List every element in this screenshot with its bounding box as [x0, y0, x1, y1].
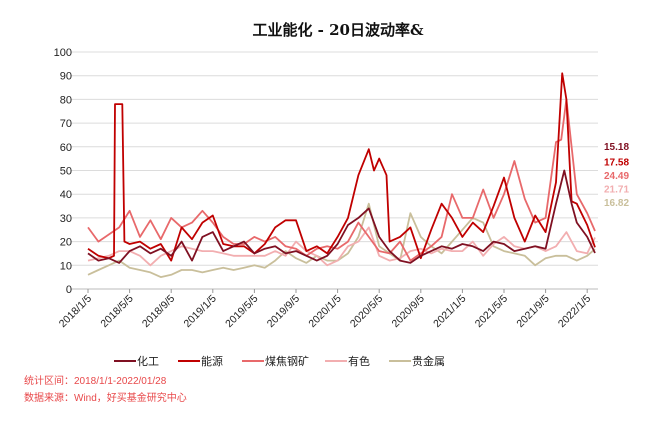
- x-tick-label: 2021/9/5: [514, 293, 551, 330]
- y-tick-label: 50: [60, 166, 72, 178]
- series-line-能源: [87, 72, 596, 262]
- x-tick-label: 2020/9/5: [390, 293, 427, 330]
- x-tick-label: 2019/5/5: [223, 293, 260, 330]
- x-tick-label: 2021/5/5: [473, 293, 510, 330]
- source-note: 数据来源：Wind，好买基金研究中心: [24, 391, 187, 404]
- y-tick-label: 100: [54, 47, 72, 59]
- series-line-贵金属: [87, 202, 596, 279]
- last-value-labels: 15.18 17.58 24.49 21.71 16.82: [604, 142, 629, 209]
- last-value-label: 15.18: [604, 142, 629, 153]
- y-tick-label: 70: [60, 118, 72, 130]
- series-lines: [87, 72, 596, 279]
- y-tick-label: 40: [60, 189, 72, 201]
- last-value-label: 21.71: [604, 185, 629, 196]
- last-value-label: 16.82: [604, 198, 629, 209]
- legend-label: 贵金属: [412, 354, 445, 368]
- y-tick-label: 80: [60, 94, 72, 106]
- period-note: 统计区间：2018/1/1-2022/01/28: [24, 374, 167, 387]
- x-tick-label: 2022/1/5: [556, 293, 593, 330]
- legend: 化工 能源 煤焦钢矿 有色 贵金属: [114, 354, 445, 368]
- x-tick-label: 2020/5/5: [348, 293, 385, 330]
- y-tick-label: 30: [60, 213, 72, 225]
- x-tick-label: 2019/1/5: [182, 293, 219, 330]
- series-line-有色: [87, 226, 596, 267]
- legend-label: 化工: [137, 354, 159, 368]
- y-tick-label: 60: [60, 142, 72, 154]
- last-value-label: 17.58: [604, 158, 629, 169]
- series-line-化工: [87, 169, 596, 264]
- x-tick-label: 2018/5/5: [98, 293, 135, 330]
- legend-label: 煤焦钢矿: [265, 355, 309, 368]
- y-tick-label: 90: [60, 71, 72, 83]
- x-axis: 2018/1/5 2018/5/5 2018/9/5 2019/1/5 2019/5/5…: [57, 289, 593, 330]
- x-tick-label: 2019/9/5: [265, 293, 302, 330]
- last-value-label: 24.49: [604, 171, 629, 182]
- legend-label: 能源: [201, 354, 223, 368]
- x-tick-label: 2020/1/5: [306, 293, 343, 330]
- x-tick-label: 2021/1/5: [431, 293, 468, 330]
- y-axis: 0 10 20 30 40 50 60 70 80 90 100: [54, 47, 72, 296]
- y-tick-label: 10: [60, 260, 72, 272]
- chart-title: 工业能化 - 20日波动率&: [252, 21, 424, 39]
- legend-label: 有色: [348, 354, 370, 368]
- gridlines: [71, 51, 598, 290]
- y-tick-label: 0: [66, 284, 72, 296]
- x-tick-label: 2018/9/5: [140, 293, 177, 330]
- series-line-煤焦钢矿: [87, 98, 596, 262]
- y-tick-label: 20: [60, 237, 72, 249]
- x-tick-label: 2018/1/5: [57, 293, 94, 330]
